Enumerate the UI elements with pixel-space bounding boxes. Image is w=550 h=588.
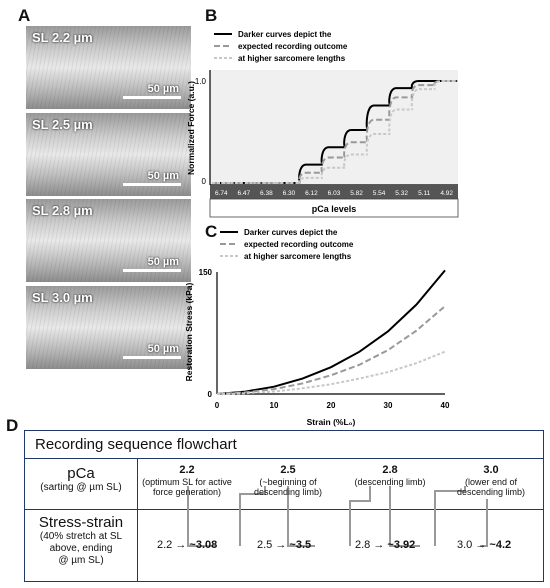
pca-step-2-8: 2.8 (descending limb) <box>354 464 426 487</box>
pca-step-3-0: 3.0 (lower end of descending limb) <box>456 464 526 497</box>
legend: Darker curves depict the expected recordi… <box>220 228 354 261</box>
force-pca-chart: Darker curves depict the expected recordi… <box>186 30 459 218</box>
x-tick-label: 10 <box>270 401 279 410</box>
panel-label-d: D <box>6 416 19 435</box>
sl-label: SL 2.2 µm <box>32 30 93 45</box>
pca-row-label-block: pCa (sarting @ µm SL) <box>25 465 137 494</box>
y-tick-0: 0 <box>202 177 207 186</box>
x-tick-label: 5.11 <box>418 190 431 197</box>
stress-series-2 <box>216 350 446 395</box>
sl-label: SL 2.5 µm <box>32 117 93 132</box>
x-tick-label: 20 <box>327 401 336 410</box>
scale-bar-label: 50 µm <box>147 343 179 355</box>
legend: Darker curves depict the expected recordi… <box>214 30 348 63</box>
sl-label: SL 3.0 µm <box>32 290 93 305</box>
panel-label-c: C <box>205 222 218 241</box>
y-axis-label: Normalized Force (a.u.) <box>186 81 196 175</box>
x-tick-label: 6.12 <box>305 190 318 197</box>
legend-entry-1: expected recording outcome <box>238 42 348 51</box>
micrograph-sl-2-2: SL 2.2 µm 50 µm <box>26 26 191 109</box>
y-axis-label: Restoration Stress (kPa) <box>184 282 194 381</box>
stress-series-0 <box>216 269 446 395</box>
force-series-1 <box>212 80 458 184</box>
sl-label: SL 2.8 µm <box>32 203 93 218</box>
legend-entry-2: at higher sarcomere lengths <box>244 252 352 261</box>
scale-bar <box>123 269 181 272</box>
scale-bar-label: 50 µm <box>147 256 179 268</box>
y-tick-label: 0 <box>208 390 213 399</box>
micrograph-sl-2-5: SL 2.5 µm 50 µm <box>26 113 191 196</box>
x-axis-label: pCa levels <box>312 204 357 214</box>
scale-bar <box>123 96 181 99</box>
x-tick-label: 5.82 <box>350 190 363 197</box>
ss-step-2-2: 2.2 → ~3.08 <box>157 539 218 551</box>
ss-step-3-0: 3.0 → ~4.2 <box>457 539 512 551</box>
x-tick-label: 6.47 <box>237 190 250 197</box>
y-tick-1: 1.0 <box>195 77 207 86</box>
flow-connectors <box>187 486 488 547</box>
stress-strain-row-label: Stress-strain <box>38 514 124 531</box>
scale-bar-label: 50 µm <box>147 170 179 182</box>
stress-strain-row-label-block: Stress-strain (40% stretch at SL above, … <box>25 514 137 567</box>
stress-series-1 <box>216 305 446 395</box>
recording-flowchart: Recording sequence flowchart pCa (sartin… <box>24 430 544 582</box>
legend-entry-2: at higher sarcomere lengths <box>238 54 346 63</box>
stress-strain-row-sub-2: above, ending <box>49 543 113 554</box>
stress-strain-row-sub-1: (40% stretch at SL <box>39 531 123 542</box>
pca-step-2-2: 2.2 (optimum SL for active force generat… <box>142 464 232 497</box>
pca-row-sub: (sarting @ µm SL) <box>40 482 122 493</box>
y-tick-label: 150 <box>199 268 213 277</box>
x-tick-label: 5.32 <box>395 190 408 197</box>
micrograph-sl-2-8: SL 2.8 µm 50 µm <box>26 199 191 282</box>
x-tick-label: 30 <box>384 401 393 410</box>
ss-step-2-5: 2.5 → ~3.5 <box>257 539 312 551</box>
legend-entry-1: expected recording outcome <box>244 240 354 249</box>
scale-bar <box>123 183 181 186</box>
x-tick-label: 6.30 <box>283 190 296 197</box>
force-series-2 <box>212 80 458 184</box>
stress-strain-chart: Darker curves depict the expected recordi… <box>184 228 450 427</box>
scale-bar-label: 50 µm <box>147 83 179 95</box>
x-axis-label: Strain (%L₀) <box>307 417 356 427</box>
pca-row-label: pCa <box>67 465 95 482</box>
x-tick-label: 6.03 <box>328 190 341 197</box>
scale-bar <box>123 356 181 359</box>
x-tick-label: 0 <box>215 401 220 410</box>
pca-step-2-5: 2.5 (~beginning of descending limb) <box>253 464 323 497</box>
stress-strain-row-sub-3: @ µm SL) <box>58 555 104 566</box>
x-tick-label: 6.74 <box>215 190 228 197</box>
micrograph-sl-3-0: SL 3.0 µm 50 µm <box>26 286 191 369</box>
x-tick-label: 4.92 <box>440 190 453 197</box>
x-tick-label: 5.54 <box>373 190 386 197</box>
panel-label-b: B <box>205 6 218 25</box>
panel-label-a: A <box>18 6 31 25</box>
x-tick-label: 40 <box>441 401 450 410</box>
x-tick-label: 6.38 <box>260 190 273 197</box>
legend-entry-0: Darker curves depict the <box>238 30 332 39</box>
flowchart-title: Recording sequence flowchart <box>25 431 543 459</box>
ss-step-2-8: 2.8 → ~3.92 <box>355 539 416 551</box>
legend-entry-0: Darker curves depict the <box>244 228 338 237</box>
